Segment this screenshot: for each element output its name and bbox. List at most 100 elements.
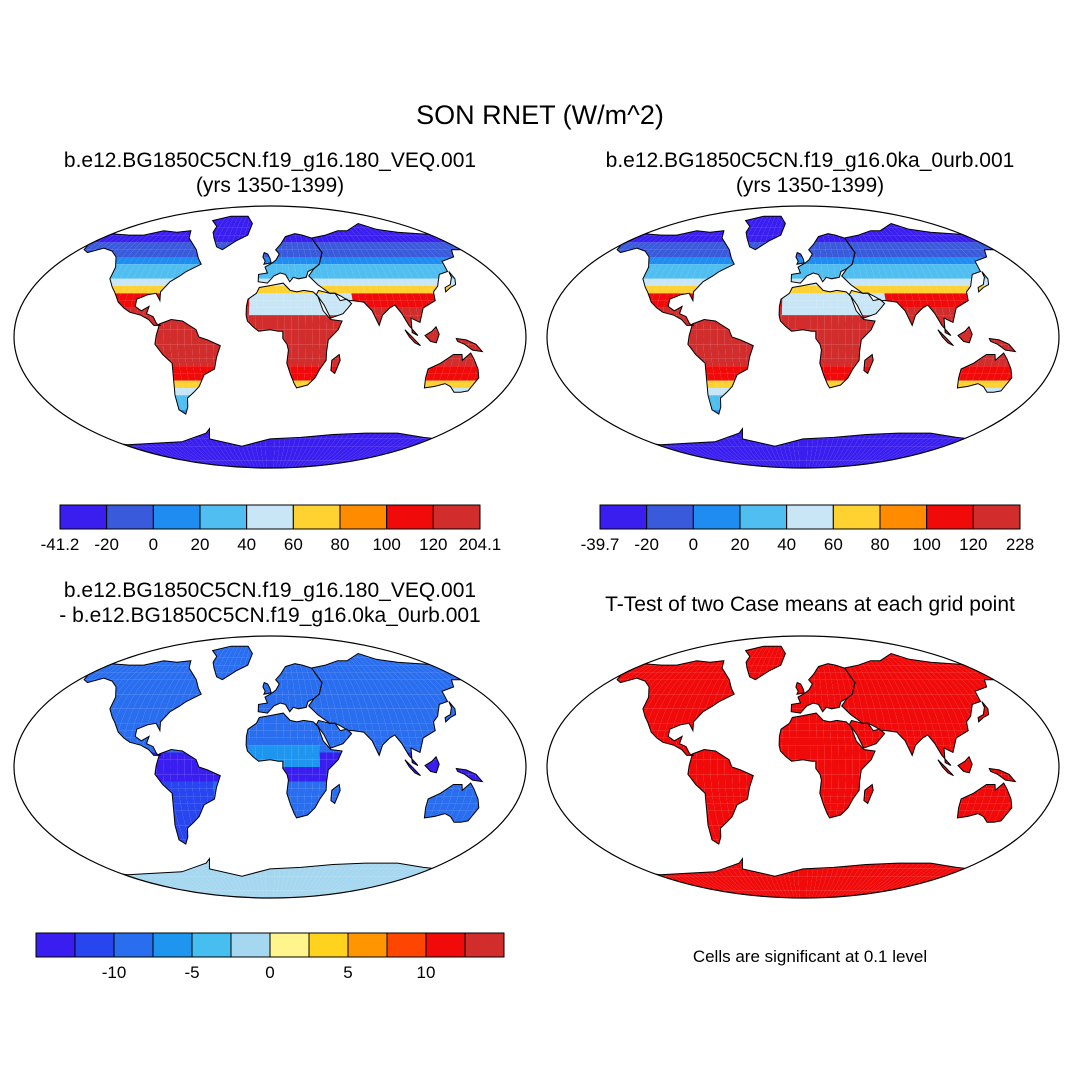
colorbar-difference-swatch — [74, 932, 115, 958]
map-ttest-significance-coastline-indonesia1 — [937, 759, 954, 777]
colorbar-case-veq: -41.2 -20 0 20 40 60 80 100 120 204.1 — [41, 504, 501, 554]
colorbar-difference-swatch — [152, 932, 193, 958]
map-case-0ka-coastline-australia — [956, 352, 1013, 393]
colorbar-case-veq-tick-label: -41.2 — [41, 535, 80, 554]
map-difference-coastline-uk — [262, 681, 272, 695]
map-difference-coastline-australia — [423, 782, 480, 823]
map-case-0ka — [546, 205, 1060, 469]
map-case-veq-coastline-asia — [308, 222, 467, 336]
map-case-0ka-coastline-uk — [795, 251, 805, 265]
map-ttest-significance-coastline-samerica — [687, 748, 754, 845]
colorbar-difference: -10 -5 0 5 10 — [35, 932, 505, 982]
colorbar-difference-swatch — [230, 932, 271, 958]
map-ttest-significance-coastline-australia — [956, 782, 1013, 823]
map-ttest-significance-coastline-africa — [778, 712, 876, 819]
colorbar-case-veq-swatch — [432, 504, 481, 530]
map-difference-coastline-indonesia1 — [404, 759, 421, 777]
colorbar-case-0ka-swatch — [879, 504, 928, 530]
map-case-0ka-coastline-indonesia2 — [957, 325, 973, 344]
map-difference-coastline-namerica — [83, 660, 202, 756]
colorbar-case-veq-tick-label: 60 — [284, 535, 303, 554]
map-difference — [13, 635, 527, 899]
colorbar-case-0ka-tick-label: 80 — [871, 535, 890, 554]
map-ttest-significance-coastline-greenland — [744, 645, 786, 681]
colorbar-difference-tick-label: -10 — [102, 963, 127, 982]
panel3-title-line1: b.e12.BG1850C5CN.f19_g16.180_VEQ.001 — [63, 579, 477, 602]
panel3-title-line2: - b.e12.BG1850C5CN.f19_g16.0ka_0urb.001 — [59, 604, 481, 627]
map-ttest-significance-coastline-namerica — [616, 660, 735, 756]
colorbar-case-0ka-swatch — [972, 504, 1021, 530]
colorbar-case-0ka-tick-label: -20 — [634, 535, 659, 554]
panel1-title-line1: b.e12.BG1850C5CN.f19_g16.180_VEQ.001 — [63, 149, 477, 172]
colorbar-difference-tick-label: -5 — [184, 963, 199, 982]
colorbar-difference-swatch — [386, 932, 427, 958]
map-ttest-significance-coastline-uk — [795, 681, 805, 695]
colorbar-case-veq-swatch — [292, 504, 341, 530]
colorbar-difference-tick-label: 5 — [343, 963, 352, 982]
map-case-veq-coastline-uk — [262, 251, 272, 265]
colorbar-difference-tick-label: 0 — [265, 963, 274, 982]
colorbar-difference-swatch — [191, 932, 232, 958]
map-ttest-significance-coastline-madagascar — [863, 783, 874, 805]
colorbar-case-0ka-tick-label: 100 — [912, 535, 940, 554]
map-difference-border — [13, 635, 527, 899]
colorbar-difference-swatch — [308, 932, 349, 958]
map-case-veq-coastline-australia — [423, 352, 480, 393]
colorbar-case-0ka-tick-label: 120 — [959, 535, 987, 554]
panel1-title: b.e12.BG1850C5CN.f19_g16.180_VEQ.001 (yr… — [20, 148, 520, 198]
map-difference-coastline-greenland — [211, 645, 253, 681]
map-ttest-significance-coastline-asia — [841, 652, 1000, 766]
map-case-0ka-coastline-namerica — [616, 230, 735, 326]
colorbar-case-veq-swatch — [106, 504, 154, 530]
map-case-0ka-border — [546, 205, 1060, 469]
colorbar-case-0ka-tick-label: 228 — [1006, 535, 1034, 554]
colorbar-case-veq-tick-label: -20 — [94, 535, 119, 554]
colorbar-case-veq-tick-label: 100 — [372, 535, 400, 554]
map-case-0ka-coastline-indonesia1 — [937, 329, 954, 347]
map-case-veq-coastline-madagascar — [330, 353, 341, 375]
map-case-veq-coastline-africa — [245, 282, 343, 389]
colorbar-case-veq-tick-label: 20 — [191, 535, 210, 554]
colorbar-difference-swatch — [35, 932, 76, 958]
map-case-veq-coastline-indonesia2 — [424, 325, 440, 344]
colorbar-case-0ka-tick-label: 40 — [777, 535, 796, 554]
colorbar-difference-swatch — [464, 932, 505, 958]
map-difference-coastline-samerica — [154, 748, 221, 845]
map-ttest-significance-coastline-japan — [977, 701, 990, 723]
panel2-title: b.e12.BG1850C5CN.f19_g16.0ka_0urb.001 (y… — [560, 148, 1060, 198]
map-case-veq-coastline-namerica — [83, 230, 202, 326]
colorbar-case-veq-tick-label: 80 — [331, 535, 350, 554]
colorbar-case-veq-swatch — [152, 504, 201, 530]
map-case-veq-coastline-indonesia1 — [404, 329, 421, 347]
colorbar-case-veq-swatch — [59, 504, 108, 530]
colorbar-case-0ka-swatch — [692, 504, 741, 530]
map-case-veq-coastline-samerica — [154, 318, 221, 415]
map-difference-coastline-indonesia2 — [424, 755, 440, 774]
colorbar-difference-swatch — [347, 932, 388, 958]
colorbar-case-veq-swatch — [199, 504, 248, 530]
map-difference-coastline-japan — [444, 701, 457, 723]
colorbar-case-0ka-swatch — [739, 504, 788, 530]
map-case-0ka-coastline-newguinea — [988, 337, 1017, 353]
map-difference-coastline-africa — [245, 712, 343, 819]
colorbar-case-0ka: -39.7 -20 0 20 40 60 80 100 120 228 — [581, 504, 1034, 554]
map-case-0ka-coastline-madagascar — [863, 353, 874, 375]
map-difference-coastline-madagascar — [330, 783, 341, 805]
colorbar-difference-tick-label: 10 — [417, 963, 436, 982]
colorbar-case-0ka-swatch — [832, 504, 881, 530]
map-case-veq-coastline-arabia — [315, 289, 353, 319]
map-case-veq-coastline-greenland — [211, 215, 253, 251]
main-title: SON RNET (W/m^2) — [416, 100, 664, 130]
panel2-title-line1: b.e12.BG1850C5CN.f19_g16.0ka_0urb.001 — [605, 149, 1015, 172]
map-case-0ka-coastline-arabia — [848, 289, 886, 319]
map-ttest-significance-border — [546, 635, 1060, 899]
panel2-title-line2: (yrs 1350-1399) — [735, 174, 885, 197]
map-ttest-significance-coastline-indonesia2 — [957, 755, 973, 774]
map-ttest-significance-coastline-arabia — [848, 719, 886, 749]
map-case-veq-coastline-newguinea — [455, 337, 484, 353]
map-case-0ka-coastline-samerica — [687, 318, 754, 415]
map-case-0ka-coastline-africa — [778, 282, 876, 389]
colorbar-case-veq-tick-label: 120 — [419, 535, 447, 554]
colorbar-case-0ka-tick-label: 60 — [824, 535, 843, 554]
map-case-veq — [13, 205, 527, 469]
